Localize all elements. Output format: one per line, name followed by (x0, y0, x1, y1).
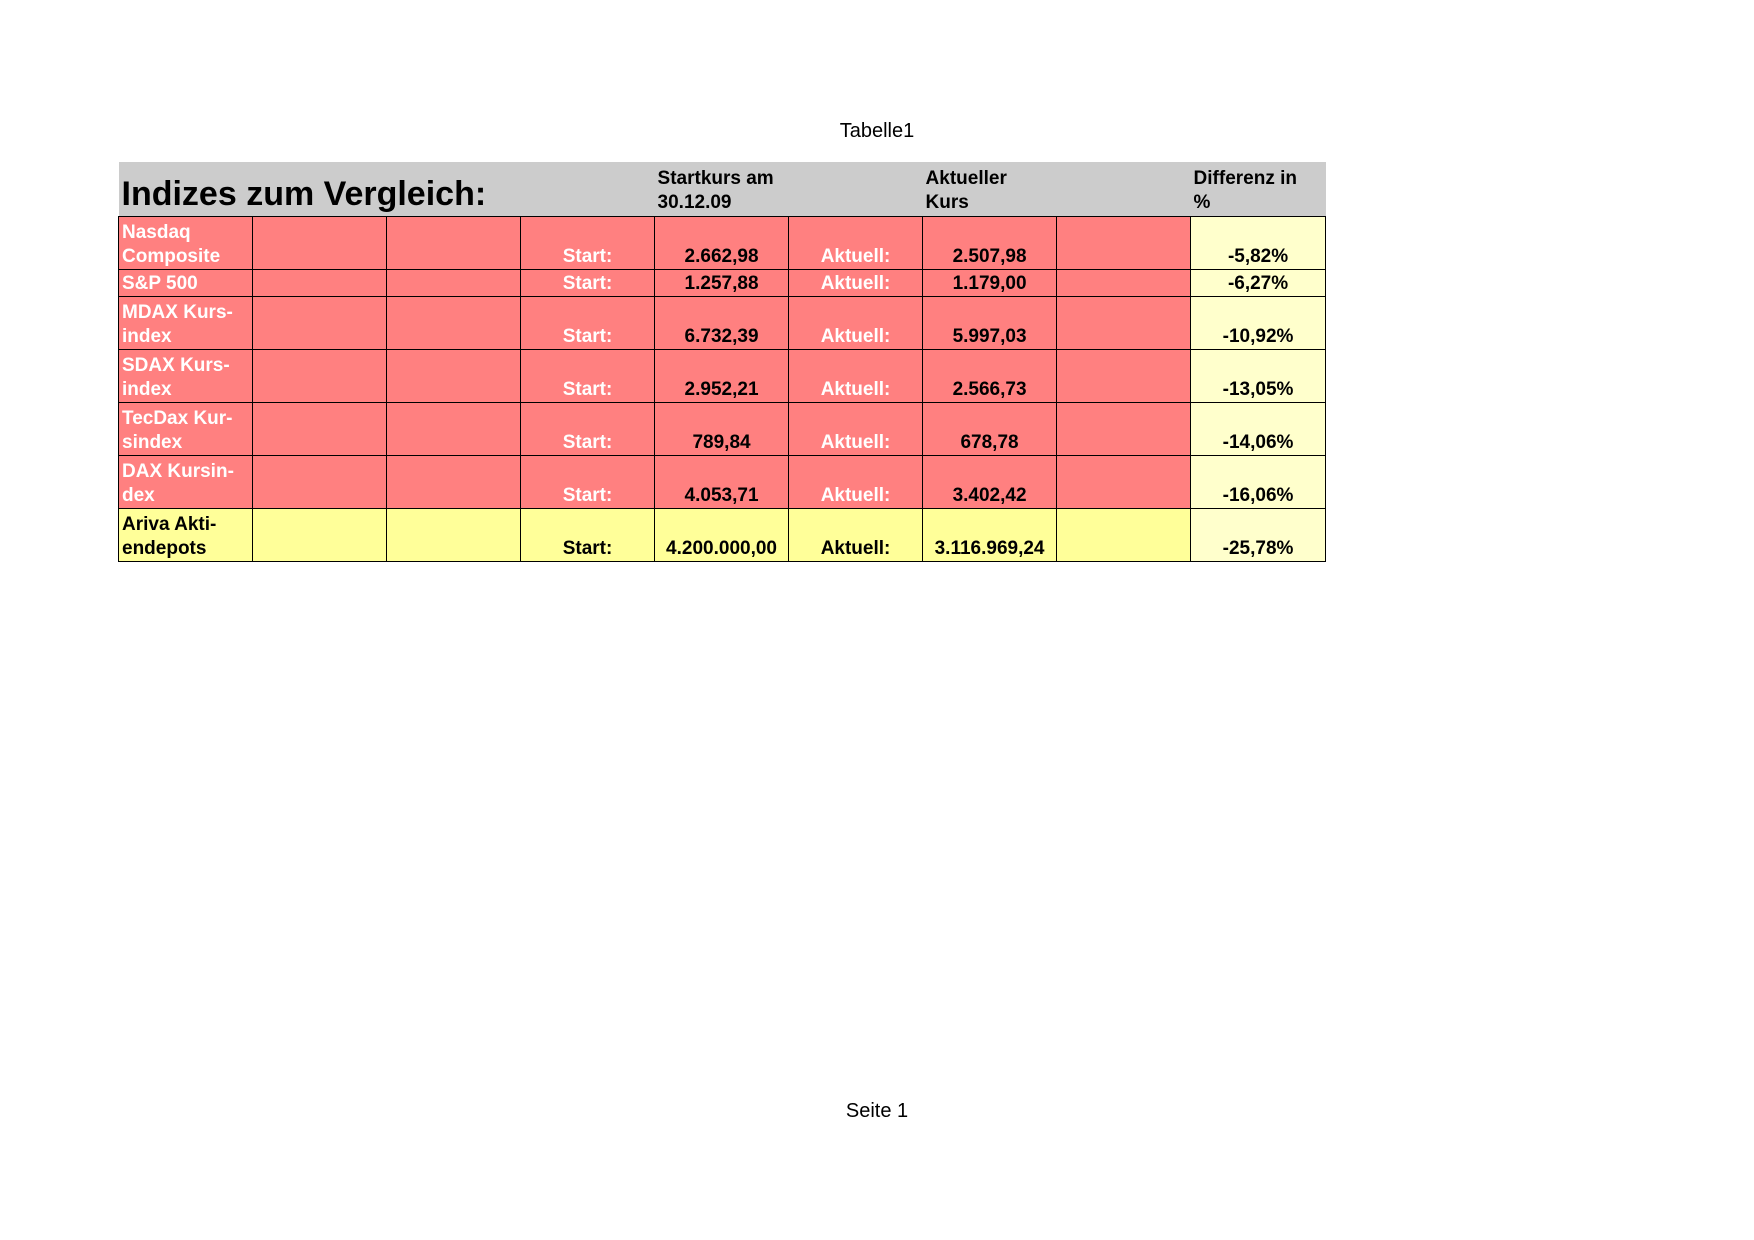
index-name: MDAX Kurs-index (118, 296, 253, 350)
table-title: Indizes zum Vergleich: (118, 162, 655, 217)
table-row: TecDax Kur-sindex Start: 789,84 Aktuell:… (118, 402, 1327, 456)
table-row: S&P 500 Start: 1.257,88 Aktuell: 1.179,0… (118, 269, 1327, 297)
start-price-header: Startkurs am 30.12.09 (654, 162, 923, 217)
difference-value: -6,27% (1190, 269, 1327, 297)
index-name: TecDax Kur-sindex (118, 402, 253, 456)
index-name-line2: index (122, 326, 172, 347)
page-footer: Seite 1 (845, 1100, 909, 1122)
empty-cell (1056, 269, 1192, 297)
difference-value: -16,06% (1190, 455, 1327, 509)
empty-cell (252, 269, 387, 297)
index-name-line2: Composite (122, 246, 221, 267)
current-value: 5.997,03 (922, 296, 1058, 350)
start-label: Start: (519, 349, 656, 403)
empty-cell (1056, 216, 1192, 270)
table-row: MDAX Kurs-index Start: 6.732,39 Aktuell:… (118, 296, 1327, 350)
index-name-line2: dex (122, 485, 155, 506)
header-row: Indizes zum Vergleich: Startkurs am 30.12… (118, 162, 1326, 217)
start-value: 2.662,98 (654, 216, 790, 270)
index-name-line1: SDAX Kurs- (122, 355, 230, 376)
start-value: 4.200.000,00 (654, 508, 790, 562)
empty-cell (252, 296, 387, 350)
current-value: 3.402,42 (922, 455, 1058, 509)
difference-header: Differenz in% (1190, 162, 1326, 217)
index-name: S&P 500 (118, 269, 253, 297)
empty-cell (386, 296, 521, 350)
current-value: 3.116.969,24 (922, 508, 1058, 562)
current-label: Aktuell: (788, 455, 924, 509)
index-name-line2: sindex (122, 432, 183, 453)
index-name-line1: Ariva Akti- (122, 514, 217, 535)
table-row: Ariva Akti-endepots Start: 4.200.000,00 … (118, 508, 1327, 562)
current-value: 1.179,00 (922, 269, 1058, 297)
empty-cell (386, 508, 521, 562)
current-label: Aktuell: (788, 269, 924, 297)
page-header: Tabelle1 (839, 120, 915, 142)
empty-cell (1056, 402, 1192, 456)
current-label: Aktuell: (788, 402, 924, 456)
start-header-line1: Startkurs am (657, 168, 774, 189)
start-value: 789,84 (654, 402, 790, 456)
start-label: Start: (519, 402, 656, 456)
index-name: Ariva Akti-endepots (118, 508, 253, 562)
empty-cell (386, 402, 521, 456)
current-header-line2: Kurs (925, 192, 969, 213)
empty-cell (252, 508, 387, 562)
table-row: Nasdaq Composite Start: 2.662,98 Aktuell:… (118, 216, 1327, 270)
empty-cell (386, 349, 521, 403)
table-row: SDAX Kurs-index Start: 2.952,21 Aktuell:… (118, 349, 1327, 403)
index-name: SDAX Kurs-index (118, 349, 253, 403)
index-name-line1: TecDax Kur- (122, 408, 233, 429)
start-label: Start: (519, 455, 656, 509)
current-value: 2.566,73 (922, 349, 1058, 403)
empty-cell (252, 349, 387, 403)
start-value: 6.732,39 (654, 296, 790, 350)
current-label: Aktuell: (788, 296, 924, 350)
start-value: 1.257,88 (654, 269, 790, 297)
start-label: Start: (519, 216, 656, 270)
index-comparison-table: Indizes zum Vergleich: Startkurs am 30.12… (118, 162, 1327, 562)
current-label: Aktuell: (788, 508, 924, 562)
empty-cell (386, 216, 521, 270)
difference-value: -10,92% (1190, 296, 1327, 350)
start-label: Start: (519, 269, 656, 297)
empty-cell (252, 455, 387, 509)
index-name-line2: endepots (122, 538, 207, 559)
current-value: 678,78 (922, 402, 1058, 456)
start-label: Start: (519, 508, 656, 562)
start-header-line2: 30.12.09 (657, 192, 732, 213)
table-row: DAX Kursin-dex Start: 4.053,71 Aktuell: … (118, 455, 1327, 509)
index-name: DAX Kursin-dex (118, 455, 253, 509)
difference-value: -13,05% (1190, 349, 1327, 403)
index-name-line1: DAX Kursin- (122, 461, 234, 482)
empty-cell (386, 269, 521, 297)
diff-header-line2: % (1193, 192, 1211, 213)
diff-header-line1: Differenz in (1193, 168, 1297, 189)
start-value: 2.952,21 (654, 349, 790, 403)
empty-cell (1056, 508, 1192, 562)
current-label: Aktuell: (788, 349, 924, 403)
index-name: Nasdaq Composite (118, 216, 253, 270)
empty-cell (1056, 455, 1192, 509)
empty-cell (252, 216, 387, 270)
difference-value: -14,06% (1190, 402, 1327, 456)
empty-cell (386, 455, 521, 509)
index-name-line1: MDAX Kurs- (122, 302, 233, 323)
difference-value: -5,82% (1190, 216, 1327, 270)
current-header-line1: Aktueller (925, 168, 1007, 189)
current-value: 2.507,98 (922, 216, 1058, 270)
current-label: Aktuell: (788, 216, 924, 270)
index-name-line1: Nasdaq (122, 222, 191, 243)
empty-cell (252, 402, 387, 456)
start-value: 4.053,71 (654, 455, 790, 509)
index-name-line2: index (122, 379, 172, 400)
difference-value: -25,78% (1190, 508, 1327, 562)
empty-cell (1056, 296, 1192, 350)
empty-cell (1056, 349, 1192, 403)
start-label: Start: (519, 296, 656, 350)
current-price-header: Aktueller Kurs (922, 162, 1191, 217)
